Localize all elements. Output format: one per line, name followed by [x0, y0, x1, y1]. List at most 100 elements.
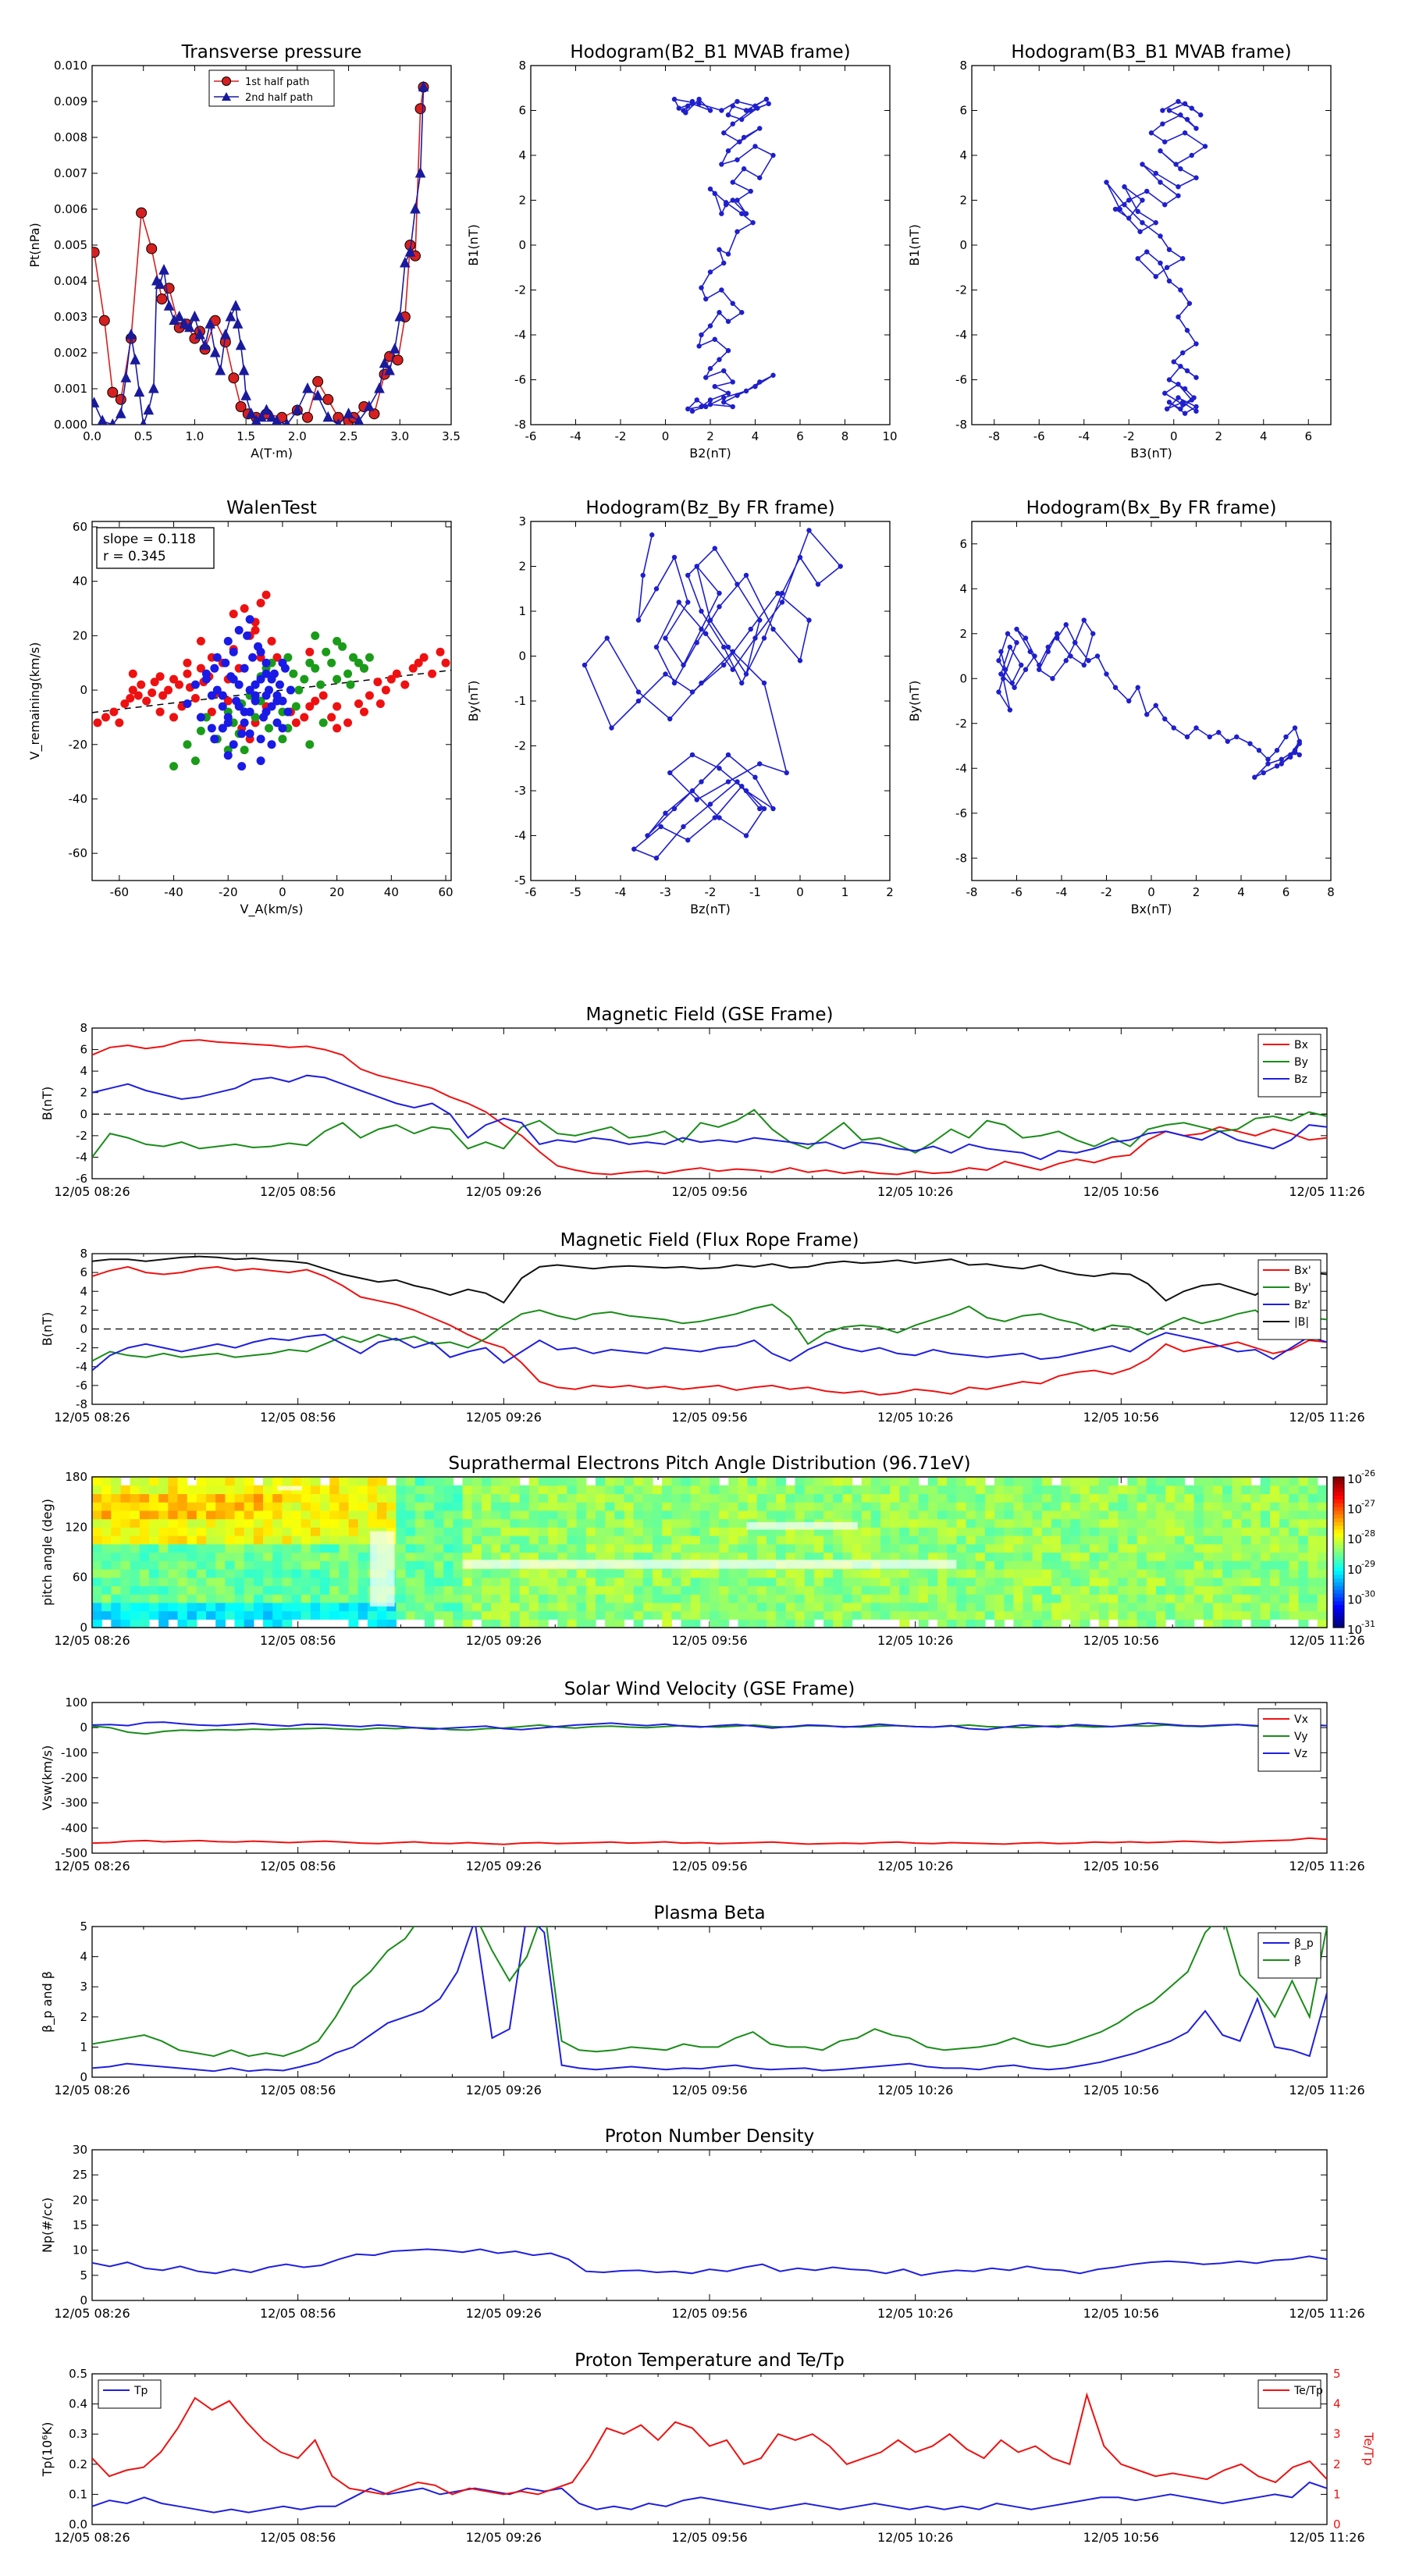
pad-heatmap-cell	[614, 1585, 625, 1595]
pad-heatmap-cell	[833, 1602, 843, 1612]
pad-heatmap-cell	[1260, 1568, 1271, 1578]
pad-heatmap-cell	[348, 1594, 359, 1603]
pad-heatmap-cell	[776, 1527, 786, 1536]
pad-heatmap-cell	[681, 1527, 692, 1536]
pad-heatmap-cell	[1260, 1552, 1271, 1561]
pad-heatmap-cell	[196, 1518, 207, 1528]
pad-heatmap-cell	[642, 1543, 653, 1553]
pad-heatmap-cell	[994, 1502, 1005, 1511]
pad-heatmap-cell	[918, 1552, 929, 1561]
pad-heatmap-cell	[101, 1543, 112, 1553]
pad-heatmap-cell	[168, 1610, 179, 1620]
pad-heatmap-cell	[215, 1535, 226, 1545]
pad-heatmap-cell	[301, 1493, 311, 1503]
walen-point	[300, 674, 309, 684]
pad-heatmap-cell	[861, 1493, 872, 1503]
pad-heatmap-cell	[984, 1485, 995, 1495]
hodo3-point	[671, 680, 678, 686]
pad-heatmap-cell	[538, 1594, 549, 1603]
pad-heatmap-cell	[1260, 1502, 1271, 1511]
pad-heatmap-cell	[519, 1577, 530, 1586]
bfr-series-0-line	[92, 1265, 1327, 1396]
pt-xtick-label: 0.0	[83, 429, 101, 443]
pt-legend-marker	[222, 92, 231, 101]
pad-heatmap-cell	[966, 1577, 976, 1586]
pad-heatmap-cell	[168, 1552, 179, 1561]
hodo1-point	[707, 397, 713, 403]
pad-heatmap-cell	[357, 1477, 368, 1486]
pad-heatmap-cell	[234, 1477, 245, 1486]
pad-heatmap-cell	[1051, 1527, 1062, 1536]
pad-heatmap-cell	[215, 1527, 226, 1536]
pad-heatmap-cell	[671, 1502, 682, 1511]
walen-point	[327, 658, 336, 667]
pad-heatmap-cell	[557, 1493, 568, 1503]
pad-heatmap-cell	[1260, 1485, 1271, 1495]
pad-heatmap-cell	[244, 1518, 254, 1528]
pad-heatmap-cell	[291, 1535, 302, 1545]
pad-heatmap-cell	[434, 1568, 444, 1578]
pad-heatmap-cell	[510, 1610, 521, 1620]
pad-heatmap-cell	[471, 1535, 482, 1545]
pad-heatmap-cell	[329, 1535, 340, 1545]
hodo4-point	[998, 649, 1004, 654]
pad-heatmap-cell	[424, 1518, 435, 1528]
pad-heatmap-cell	[1070, 1602, 1081, 1612]
pad-heatmap-cell	[291, 1527, 302, 1536]
pad-heatmap-cell	[652, 1510, 663, 1520]
pad-heatmap-cell	[880, 1585, 891, 1595]
pad-heatmap-cell	[785, 1527, 796, 1536]
tp-ytick-label: 0.3	[69, 2427, 87, 2441]
pad-heatmap-cell	[681, 1535, 692, 1545]
pad-heatmap-cell	[1089, 1560, 1100, 1570]
pad-heatmap-cell	[652, 1585, 663, 1595]
pad-heatmap-cell	[1232, 1552, 1243, 1561]
pad-heatmap-cell	[1098, 1610, 1109, 1620]
hodo1-ytick-label: 0	[518, 238, 526, 252]
pad-heatmap-cell	[728, 1577, 739, 1586]
pad-heatmap-cell	[1155, 1610, 1166, 1620]
pad-heatmap-cell	[767, 1552, 777, 1561]
hodo1-point	[707, 269, 713, 275]
bgse-title: Magnetic Field (GSE Frame)	[586, 1005, 834, 1025]
walen-point	[234, 702, 244, 711]
pad-heatmap-cell	[196, 1510, 207, 1520]
pad-heatmap-cell	[975, 1577, 986, 1586]
pad-heatmap-cell	[130, 1502, 140, 1511]
pad-heatmap-cell	[975, 1502, 986, 1511]
pad-heatmap-cell	[1317, 1585, 1328, 1595]
pad-heatmap-cell	[1317, 1535, 1328, 1545]
pad-heatmap-cell	[1175, 1493, 1186, 1503]
pad-heatmap-cell	[111, 1560, 122, 1570]
pad-heatmap-cell	[139, 1577, 150, 1586]
vsw-xtick-label: 12/05 11:26	[1289, 1859, 1364, 1873]
pad-heatmap-cell	[585, 1610, 596, 1620]
pad-heatmap-cell	[1013, 1510, 1024, 1520]
pad-heatmap-cell	[453, 1535, 464, 1545]
pad-heatmap-cell	[177, 1543, 188, 1553]
pad-heatmap-cell	[804, 1552, 815, 1561]
hodo3-point	[806, 617, 812, 623]
pt-point	[238, 364, 250, 375]
pad-heatmap-cell	[424, 1535, 435, 1545]
pad-heatmap-cell	[1136, 1518, 1147, 1528]
pad-colorbar-step	[1333, 1541, 1344, 1546]
walen-point	[354, 658, 364, 667]
walen-point	[109, 707, 119, 717]
pad-heatmap-cell	[1108, 1485, 1119, 1495]
hodo1-ytick-label: -6	[514, 373, 526, 387]
pad-heatmap-cell	[595, 1527, 606, 1536]
pad-heatmap-cell	[1307, 1493, 1318, 1503]
pad-heatmap-cell	[111, 1568, 122, 1578]
pad-heatmap-cell	[785, 1493, 796, 1503]
pad-heatmap-cell	[1184, 1485, 1195, 1495]
hodo4-point	[1090, 631, 1096, 636]
pad-heatmap-cell	[1317, 1560, 1328, 1570]
bfr-ytick-label: -8	[76, 1397, 87, 1411]
pad-heatmap-gap	[746, 1521, 858, 1530]
pad-heatmap-cell	[149, 1602, 159, 1612]
pad-heatmap-cell	[471, 1502, 482, 1511]
pad-heatmap-cell	[861, 1527, 872, 1536]
pad-heatmap-cell	[870, 1568, 881, 1578]
